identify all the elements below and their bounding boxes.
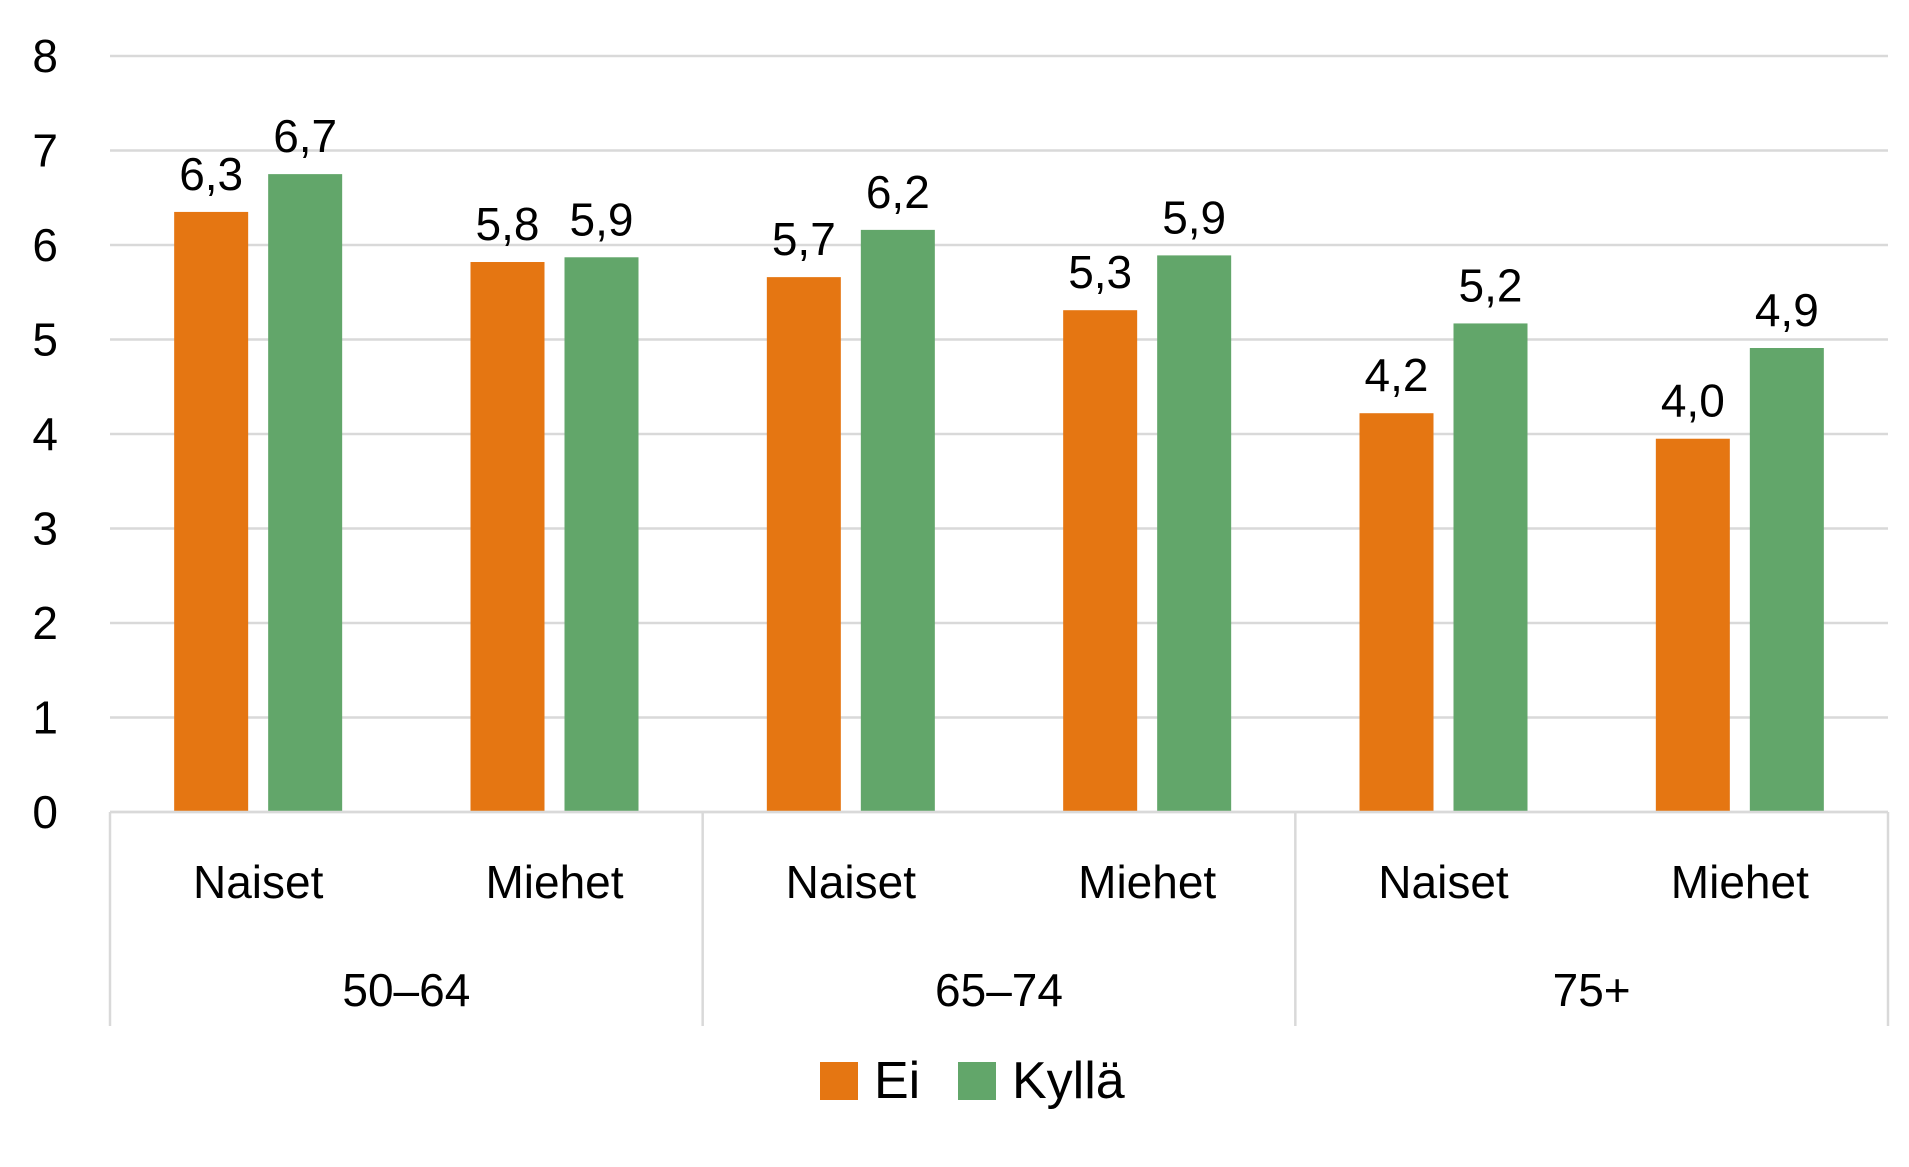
bar-kyll- (1749, 348, 1824, 812)
bars (174, 174, 1824, 813)
legend-label: Kyllä (1012, 1052, 1125, 1110)
bar-kyll- (1157, 255, 1232, 812)
y-tick-label: 8 (32, 30, 58, 82)
data-label: 5,3 (1068, 246, 1132, 298)
data-label: 5,9 (1162, 191, 1226, 243)
data-label: 4,9 (1755, 284, 1819, 336)
x-group-label: 65–74 (935, 964, 1063, 1016)
data-label: 4,0 (1661, 375, 1725, 427)
bar-ei (766, 277, 841, 812)
legend-swatch (958, 1062, 996, 1100)
data-label: 6,2 (866, 166, 930, 218)
bar-kyll- (564, 257, 639, 812)
x-axis: Naiset Miehet 50–64 Naiset Miehet 65–74 Naiset… (108, 810, 1890, 1026)
x-category-label: Miehet (1671, 856, 1809, 908)
y-tick-label: 7 (32, 125, 58, 177)
y-tick-label: 1 (32, 692, 58, 744)
bar-ei (1359, 413, 1434, 812)
data-label: 4,2 (1365, 349, 1429, 401)
y-tick-label: 5 (32, 314, 58, 366)
data-labels: 6,3 5,8 5,7 5,3 4,2 4,0 6,7 5,9 6,2 5,9 5,2 4,9 (179, 110, 1819, 427)
bar-kyll- (1453, 323, 1528, 812)
gridlines (110, 54, 1888, 814)
y-axis-ticks: 0 1 2 3 4 5 6 7 8 (32, 30, 58, 838)
legend-label: Ei (874, 1052, 920, 1110)
x-category-label: Naiset (1378, 856, 1509, 908)
bar-ei (1655, 438, 1730, 812)
x-group-label: 75+ (1553, 964, 1631, 1016)
bar-ei (1063, 310, 1138, 812)
x-category-label: Naiset (193, 856, 324, 908)
x-category-label: Miehet (485, 856, 623, 908)
data-label: 5,9 (570, 193, 634, 245)
bar-ei (174, 211, 249, 813)
x-group-label: 50–64 (342, 964, 470, 1016)
bar-kyll- (860, 229, 935, 812)
y-tick-label: 0 (32, 786, 58, 838)
bar-ei (470, 262, 545, 812)
data-label: 5,2 (1459, 259, 1523, 311)
y-tick-label: 2 (32, 597, 58, 649)
data-label: 5,7 (772, 213, 836, 265)
data-label: 5,8 (476, 198, 540, 250)
x-category-label: Naiset (786, 856, 917, 908)
y-tick-label: 4 (32, 408, 58, 460)
y-tick-label: 6 (32, 219, 58, 271)
y-tick-label: 3 (32, 503, 58, 555)
x-category-label: Miehet (1078, 856, 1216, 908)
data-label: 6,7 (273, 110, 337, 162)
bar-kyll- (268, 174, 343, 812)
legend: Ei Kyllä (820, 1052, 1125, 1110)
data-label: 6,3 (179, 148, 243, 200)
legend-swatch (820, 1062, 858, 1100)
